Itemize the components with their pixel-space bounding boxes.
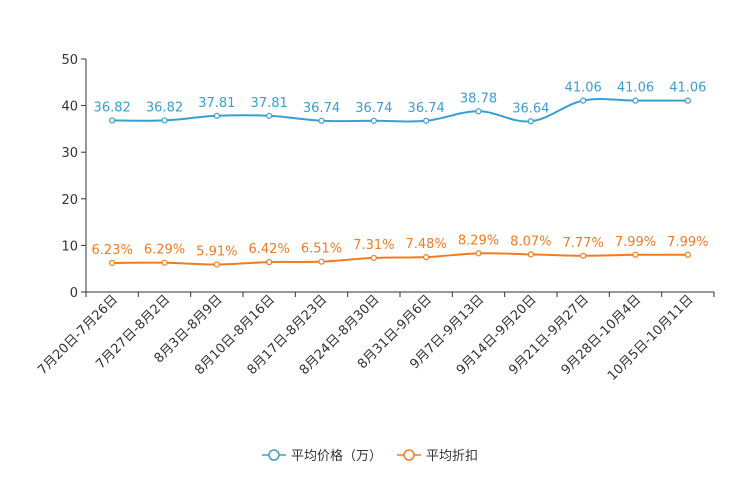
data-point [684, 97, 691, 104]
data-point [213, 112, 220, 119]
series-line [112, 98, 688, 123]
legend-label: 平均价格（万） [291, 448, 382, 464]
legend-label: 平均折扣 [426, 449, 478, 464]
data-point [318, 258, 325, 265]
series-1: 6.23% 6.29% 5.91% 6.42% 6.51% 7.31% 7.48% 8.29%… [92, 233, 708, 268]
data-label: 7.77% [563, 236, 604, 251]
y-tick-label: 10 [61, 239, 78, 254]
data-point [527, 118, 534, 125]
y-tick-label: 50 [61, 53, 78, 68]
data-point [684, 251, 691, 258]
data-point [527, 251, 534, 258]
data-label: 7.48% [406, 237, 447, 252]
data-point [318, 117, 325, 124]
series-line [112, 252, 688, 266]
data-point [632, 97, 639, 104]
data-label: 6.23% [92, 243, 133, 258]
legend-item: 平均价格（万） [262, 448, 382, 464]
data-label: 36.82 [94, 100, 131, 115]
data-label: 37.81 [251, 96, 288, 111]
data-point [475, 250, 482, 257]
y-tick-label: 20 [61, 193, 78, 208]
data-point [161, 117, 168, 124]
legend-marker [403, 449, 415, 461]
data-point [580, 97, 587, 104]
data-label: 6.42% [249, 242, 290, 257]
data-label: 36.64 [512, 101, 549, 116]
data-point [475, 108, 482, 115]
legend-item: 平均折扣 [397, 449, 478, 464]
data-point [580, 252, 587, 259]
data-point [423, 117, 430, 124]
data-label: 36.82 [146, 100, 183, 115]
data-point [423, 254, 430, 261]
data-point [109, 117, 116, 124]
data-label: 5.91% [196, 244, 237, 259]
series-0: 36.82 36.82 37.81 37.81 36.74 36.74 36.74 38.78… [94, 81, 706, 125]
data-label: 37.81 [198, 96, 235, 111]
data-point [109, 259, 116, 267]
y-tick-label: 0 [70, 286, 78, 301]
data-label: 7.99% [667, 235, 708, 250]
data-point [266, 112, 273, 119]
data-label: 36.74 [303, 101, 340, 116]
data-point [370, 117, 377, 124]
data-label: 7.99% [615, 235, 656, 250]
y-tick-label: 30 [61, 146, 78, 161]
legend-marker [268, 449, 280, 461]
data-label: 8.07% [510, 234, 551, 249]
data-label: 7.31% [353, 238, 394, 253]
data-point [213, 261, 220, 268]
y-tick-label: 40 [61, 100, 78, 115]
data-label: 41.06 [617, 81, 654, 96]
data-point [161, 259, 168, 266]
data-point [266, 258, 273, 266]
data-label: 41.06 [669, 81, 706, 96]
data-label: 36.74 [355, 101, 392, 116]
data-label: 6.51% [301, 242, 342, 257]
data-label: 38.78 [460, 91, 497, 106]
data-point [632, 251, 639, 258]
data-label: 8.29% [458, 233, 499, 248]
data-point [370, 254, 377, 262]
data-label: 41.06 [565, 81, 602, 96]
data-label: 6.29% [144, 243, 185, 258]
data-label: 36.74 [408, 101, 445, 116]
